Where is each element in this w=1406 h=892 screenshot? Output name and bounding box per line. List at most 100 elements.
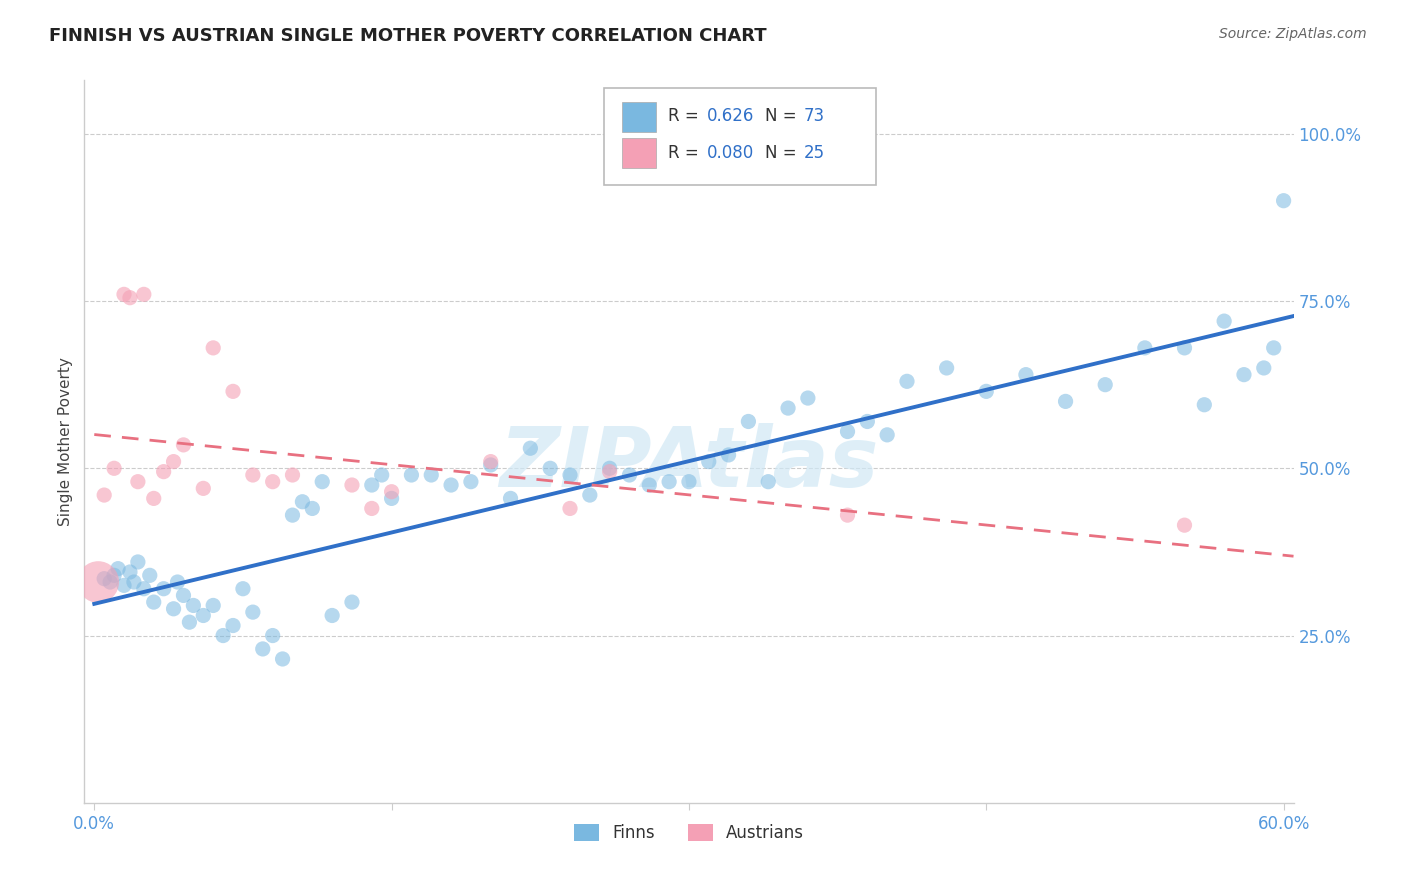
- Text: 25: 25: [804, 144, 825, 161]
- Point: [1253, 361, 1275, 376]
- Point: [756, 475, 779, 489]
- Point: [499, 491, 522, 506]
- FancyBboxPatch shape: [623, 138, 657, 169]
- Point: [132, 582, 155, 596]
- Text: FINNISH VS AUSTRIAN SINGLE MOTHER POVERTY CORRELATION CHART: FINNISH VS AUSTRIAN SINGLE MOTHER POVERT…: [49, 27, 766, 45]
- Point: [232, 582, 254, 596]
- Point: [479, 458, 502, 472]
- Point: [179, 615, 201, 630]
- Point: [776, 401, 799, 416]
- Point: [172, 438, 194, 452]
- Point: [558, 467, 581, 482]
- Point: [242, 605, 264, 619]
- Point: [1213, 314, 1236, 328]
- Point: [797, 391, 820, 405]
- Point: [479, 455, 502, 469]
- Point: [619, 467, 641, 482]
- Point: [856, 414, 879, 429]
- Text: 0.626: 0.626: [707, 107, 755, 126]
- Point: [242, 467, 264, 482]
- Point: [281, 508, 304, 523]
- Point: [212, 628, 235, 642]
- Point: [974, 384, 997, 399]
- Point: [281, 467, 304, 482]
- Point: [252, 642, 274, 657]
- Point: [222, 618, 245, 632]
- Point: [1173, 518, 1195, 533]
- Point: [360, 478, 382, 492]
- Point: [370, 467, 392, 482]
- Point: [1133, 341, 1156, 355]
- Text: Source: ZipAtlas.com: Source: ZipAtlas.com: [1219, 27, 1367, 41]
- Text: 73: 73: [804, 107, 825, 126]
- Point: [1173, 341, 1195, 355]
- Legend: Finns, Austrians: Finns, Austrians: [567, 817, 811, 848]
- Point: [301, 501, 323, 516]
- Point: [152, 465, 174, 479]
- Point: [98, 575, 121, 590]
- Point: [132, 287, 155, 301]
- Point: [837, 508, 859, 523]
- Point: [737, 414, 759, 429]
- FancyBboxPatch shape: [605, 87, 876, 185]
- Point: [558, 501, 581, 516]
- Point: [360, 501, 382, 516]
- Point: [678, 475, 700, 489]
- FancyBboxPatch shape: [623, 102, 657, 132]
- Text: ZIPAtlas: ZIPAtlas: [499, 423, 879, 504]
- Point: [118, 291, 141, 305]
- Point: [166, 575, 188, 590]
- Point: [103, 461, 125, 475]
- Point: [1094, 377, 1116, 392]
- Point: [519, 442, 541, 455]
- Point: [340, 595, 363, 609]
- Point: [460, 475, 482, 489]
- Point: [112, 578, 135, 592]
- Point: [93, 572, 115, 586]
- Point: [202, 341, 225, 355]
- Point: [87, 575, 110, 590]
- Point: [262, 628, 284, 642]
- Point: [401, 467, 423, 482]
- Point: [142, 491, 165, 506]
- Point: [1233, 368, 1256, 382]
- Point: [340, 478, 363, 492]
- Point: [599, 465, 621, 479]
- Point: [112, 287, 135, 301]
- Point: [103, 568, 125, 582]
- Point: [935, 361, 957, 376]
- Point: [599, 461, 621, 475]
- Point: [127, 475, 149, 489]
- Point: [381, 491, 404, 506]
- Point: [172, 589, 194, 603]
- Point: [142, 595, 165, 609]
- Point: [271, 652, 294, 666]
- Text: N =: N =: [765, 107, 801, 126]
- Point: [152, 582, 174, 596]
- Point: [440, 478, 463, 492]
- Point: [837, 425, 859, 439]
- Point: [717, 448, 740, 462]
- Point: [1194, 398, 1216, 412]
- Point: [107, 562, 129, 576]
- Point: [311, 475, 333, 489]
- Point: [876, 427, 898, 442]
- Point: [638, 478, 661, 492]
- Point: [127, 555, 149, 569]
- Point: [1015, 368, 1038, 382]
- Point: [193, 608, 215, 623]
- Point: [381, 484, 404, 499]
- Point: [896, 375, 918, 389]
- Text: 0.080: 0.080: [707, 144, 755, 161]
- Point: [579, 488, 602, 502]
- Point: [162, 455, 184, 469]
- Point: [222, 384, 245, 399]
- Point: [1054, 394, 1077, 409]
- Point: [183, 599, 205, 613]
- Point: [538, 461, 561, 475]
- Point: [291, 494, 314, 508]
- Point: [193, 482, 215, 496]
- Point: [202, 599, 225, 613]
- Text: R =: R =: [668, 107, 704, 126]
- Point: [118, 565, 141, 579]
